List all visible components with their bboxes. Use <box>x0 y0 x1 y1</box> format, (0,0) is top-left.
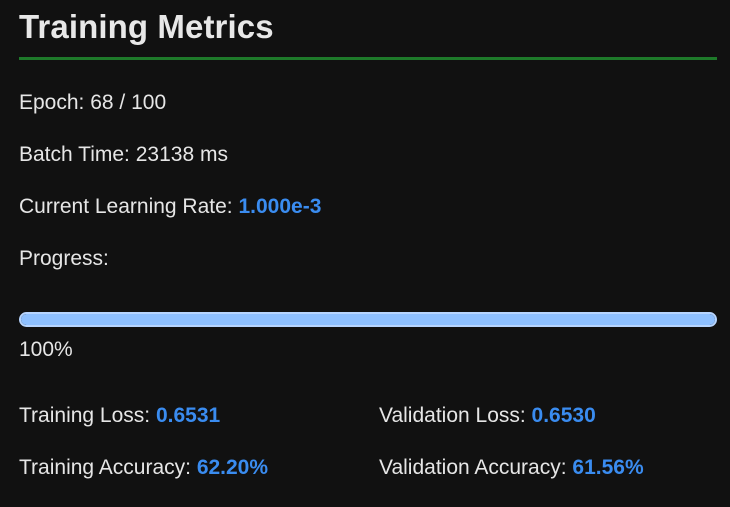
learning-rate-label: Current Learning Rate: <box>19 195 233 218</box>
title-divider <box>19 57 717 60</box>
panel-title: Training Metrics <box>19 8 274 45</box>
validation-accuracy-label: Validation Accuracy: <box>379 456 567 479</box>
learning-rate-value: 1.000e-3 <box>238 195 322 218</box>
progress-bar <box>19 312 717 327</box>
validation-accuracy-row: Validation Accuracy: 61.56% <box>379 455 644 481</box>
epoch-value: 68 / 100 <box>90 91 167 114</box>
training-loss-value: 0.6531 <box>155 404 221 427</box>
batch-time-label: Batch Time: <box>19 143 130 166</box>
training-accuracy-row: Training Accuracy: 62.20% <box>19 455 268 481</box>
progress-bar-fill <box>21 314 715 325</box>
epoch-row: Epoch: 68 / 100 <box>19 90 166 116</box>
progress-label: Progress: <box>19 247 109 270</box>
progress-percent: 100% <box>19 338 73 361</box>
training-accuracy-label: Training Accuracy: <box>19 456 191 479</box>
validation-loss-label: Validation Loss: <box>379 404 526 427</box>
validation-accuracy-value: 61.56% <box>572 456 644 479</box>
batch-time-value: 23138 ms <box>135 143 228 166</box>
validation-loss-value: 0.6530 <box>531 404 596 427</box>
learning-rate-row: Current Learning Rate: 1.000e-3 <box>19 194 321 220</box>
epoch-label: Epoch: <box>19 91 85 114</box>
training-loss-row: Training Loss: 0.6531 <box>19 403 220 429</box>
training-accuracy-value: 62.20% <box>196 456 269 479</box>
training-loss-label: Training Loss: <box>19 404 151 427</box>
validation-loss-row: Validation Loss: 0.6530 <box>379 403 596 429</box>
batch-time-row: Batch Time: 23138 ms <box>19 142 228 168</box>
